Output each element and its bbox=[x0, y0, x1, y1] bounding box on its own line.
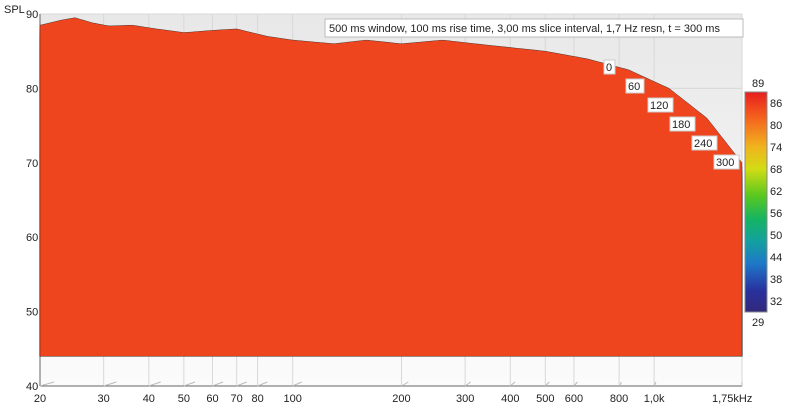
y-tick-label: 70 bbox=[26, 158, 38, 170]
time-tick-box bbox=[647, 97, 674, 113]
info-box: 500 ms window, 100 ms rise time, 3,00 ms… bbox=[324, 18, 744, 38]
colorbar-tick-label: 74 bbox=[770, 142, 782, 154]
y-tick-label: 50 bbox=[26, 307, 38, 319]
time-tick-box bbox=[691, 135, 718, 151]
y-tick-label: 40 bbox=[26, 381, 38, 393]
x-tick-label: 30 bbox=[98, 393, 110, 405]
floor-perspective-lines bbox=[39, 381, 743, 387]
y-tick-label: 90 bbox=[26, 9, 38, 21]
info-text: 500 ms window, 100 ms rise time, 3,00 ms… bbox=[329, 23, 720, 35]
colorbar-tick-label: 68 bbox=[770, 164, 782, 176]
x-tick-label: 800 bbox=[610, 393, 628, 405]
colorbar-tick-label: 80 bbox=[770, 120, 782, 132]
x-tick-label: 60 bbox=[206, 393, 218, 405]
colorbar-tick-label: 62 bbox=[770, 186, 782, 198]
x-tick-label: 50 bbox=[178, 393, 190, 405]
colorbar-tick-label: 86 bbox=[770, 98, 782, 110]
colorbar-gradient bbox=[744, 91, 768, 313]
colorbar-tick-label: 50 bbox=[770, 230, 782, 242]
x-tick-label: 200 bbox=[392, 393, 410, 405]
colorbar-bottom-label: 29 bbox=[752, 317, 764, 329]
x-tick-label: 40 bbox=[143, 393, 155, 405]
x-tick-label: 100 bbox=[283, 393, 301, 405]
waterfall-slice bbox=[39, 17, 743, 357]
x-tick-label: 400 bbox=[501, 393, 519, 405]
time-tick-box bbox=[713, 154, 740, 170]
time-tick-label: 0 bbox=[606, 62, 612, 74]
x-tick-label: 20 bbox=[34, 393, 46, 405]
time-tick-box bbox=[603, 59, 616, 75]
time-tick-box bbox=[625, 78, 645, 94]
colorbar-tick-label: 32 bbox=[770, 296, 782, 308]
time-tick-box bbox=[669, 116, 696, 132]
y-tick-label: 80 bbox=[26, 83, 38, 95]
x-tick-label: 600 bbox=[565, 393, 583, 405]
x-tick-label: 70 bbox=[231, 393, 243, 405]
colorbar-tick-label: 44 bbox=[770, 252, 782, 264]
x-tick-label: 300 bbox=[456, 393, 474, 405]
x-tick-label: 1,75kHz bbox=[712, 393, 752, 405]
time-tick-label: 240 bbox=[694, 138, 712, 150]
y-tick-label: 60 bbox=[26, 232, 38, 244]
time-tick-label: 180 bbox=[672, 119, 690, 131]
colorbar-top-label: 89 bbox=[752, 78, 764, 90]
colorbar-tick-label: 56 bbox=[770, 208, 782, 220]
x-tick-label: 80 bbox=[252, 393, 264, 405]
x-tick-label: 1,0k bbox=[644, 393, 665, 405]
time-tick-label: 300 bbox=[716, 157, 734, 169]
time-axis-ticks: 0 60 120 180 240 300 bbox=[603, 59, 740, 170]
colorbar-tick-label: 38 bbox=[770, 274, 782, 286]
colorbar: 89 29 86 80 74 68 62 56 50 44 38 32 bbox=[744, 78, 782, 329]
x-axis-ticks: 20 30 40 50 60 70 80 100 200 300 400 500 600 800 1,0k 1… bbox=[34, 393, 752, 405]
time-tick-label: 60 bbox=[628, 81, 640, 93]
x-tick-label: 500 bbox=[536, 393, 554, 405]
time-tick-label: 120 bbox=[650, 100, 668, 112]
y-axis-ticks: 40 50 60 70 80 90 bbox=[26, 9, 38, 393]
y-axis-label: SPL bbox=[4, 4, 25, 16]
waterfall-slices bbox=[39, 17, 743, 357]
